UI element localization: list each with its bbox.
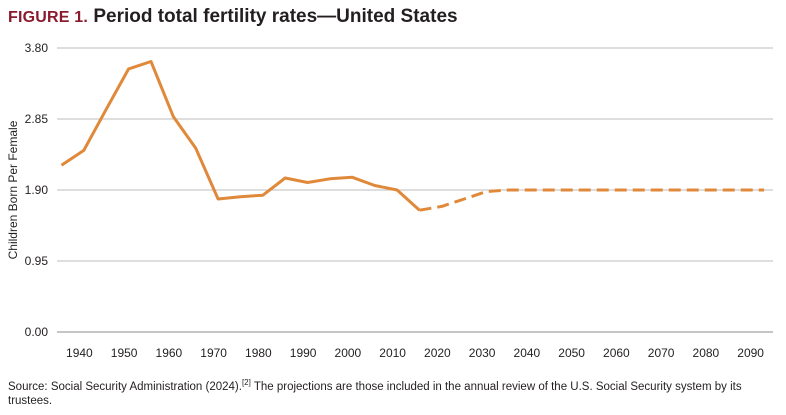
fertility-rate-chart: 0.00 0.95 1.90 2.85 3.80 1940 1950 1960 1970 1980…: [6, 41, 773, 360]
y-axis-label: Children Born Per Female: [6, 120, 20, 259]
x-tick-label: 2090: [737, 346, 764, 360]
figure-title: Period total fertility rates—United Stat…: [93, 6, 458, 27]
source-text-continued: The projections are those included in th…: [8, 380, 742, 407]
x-tick-label: 2050: [558, 346, 585, 360]
y-tick-label: 2.85: [25, 112, 49, 126]
x-tick-label: 2010: [379, 346, 406, 360]
source-reference: [2]: [241, 378, 251, 387]
historical-series-line: [60, 60, 421, 212]
figure-label: FIGURE 1.: [8, 9, 89, 26]
chart-title: FIGURE 1. Period total fertility rates—U…: [8, 6, 458, 28]
x-tick-label: 2020: [424, 346, 451, 360]
x-tick-label: 2000: [335, 346, 362, 360]
y-tick-label: 0.00: [25, 325, 49, 339]
x-tick-label: 1990: [290, 346, 317, 360]
x-tick-label: 2080: [693, 346, 720, 360]
source-note: Source: Social Security Administration (…: [8, 376, 778, 408]
x-tick-label: 1950: [111, 346, 138, 360]
x-tick-label: 2030: [469, 346, 496, 360]
source-text: Source: Social Security Administration (…: [8, 380, 242, 393]
y-tick-label: 1.90: [25, 183, 49, 197]
projected-series-line: [419, 188, 765, 212]
y-tick-label: 0.95: [25, 254, 49, 268]
x-tick-label: 2070: [648, 346, 675, 360]
x-tick-label: 1970: [200, 346, 227, 360]
x-tick-label: 1960: [156, 346, 183, 360]
x-tick-label: 1940: [66, 346, 93, 360]
x-tick-label: 2060: [603, 346, 630, 360]
x-tick-label: 1980: [245, 346, 272, 360]
x-tick-label: 2040: [514, 346, 541, 360]
y-tick-label: 3.80: [25, 41, 49, 55]
